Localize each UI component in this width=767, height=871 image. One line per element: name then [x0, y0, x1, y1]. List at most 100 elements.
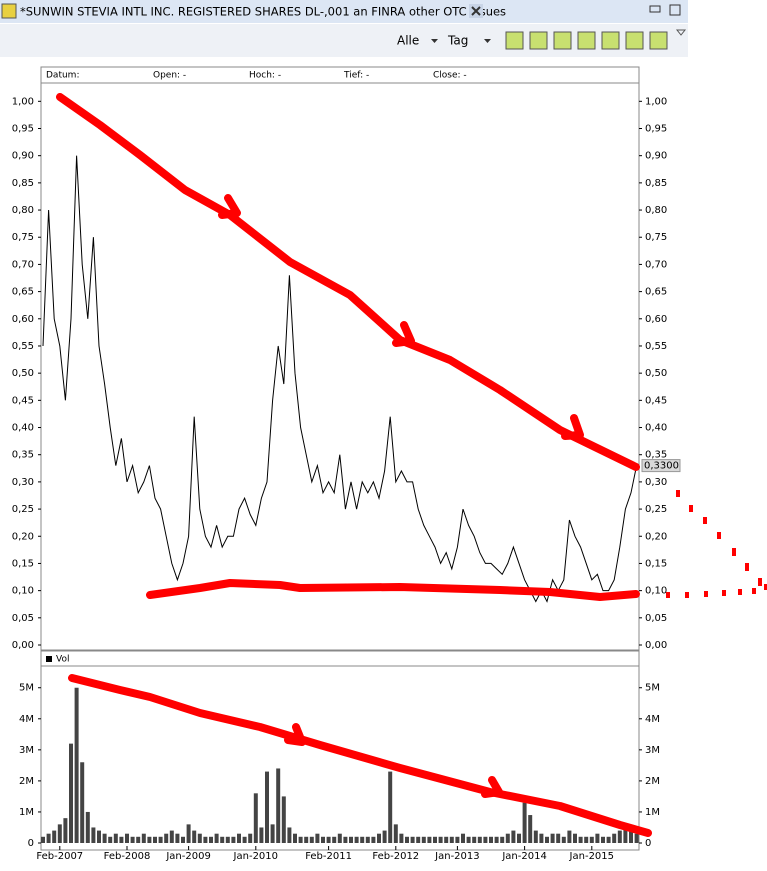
- volume-bar: [304, 836, 309, 843]
- volume-bar: [74, 687, 79, 843]
- y-tick-label: 0,85: [12, 178, 34, 189]
- dropdown-arrow[interactable]: [484, 39, 491, 43]
- y-tick-label: 0,60: [12, 314, 34, 325]
- volume-bar: [371, 836, 376, 843]
- volume-bar: [248, 833, 253, 843]
- minimize[interactable]: [649, 5, 661, 13]
- volume-bar: [539, 833, 544, 843]
- close-tab[interactable]: [469, 4, 483, 18]
- y-tick-label-right: 0: [645, 838, 651, 849]
- volume-bar: [416, 836, 421, 843]
- legend-label: Vol: [56, 655, 69, 665]
- y-tick-label-right: 0,40: [645, 423, 667, 434]
- y-tick-label: 0: [28, 838, 34, 849]
- y-tick-label-right: 0,85: [645, 178, 667, 189]
- y-tick-label: 0,70: [12, 259, 34, 270]
- volume-bar: [141, 833, 146, 843]
- y-tick-label: 0,20: [12, 531, 34, 542]
- y-tick-label-right: 0,20: [645, 531, 667, 542]
- toolbar: [0, 24, 688, 57]
- period-dropdown[interactable]: Alle: [397, 34, 419, 48]
- volume-bar: [466, 836, 471, 843]
- y-tick-label-right: 0,80: [645, 205, 667, 216]
- info-label: Hoch: -: [249, 71, 281, 81]
- volume-bar: [158, 836, 163, 843]
- volume-bar: [242, 836, 247, 843]
- y-tick-label: 1,00: [12, 96, 34, 107]
- x-tick-label: Feb-2012: [372, 851, 419, 862]
- y-tick-label-right: 1M: [645, 807, 660, 818]
- volume-bar: [427, 836, 432, 843]
- toolbar-buttons[interactable]: [505, 31, 668, 50]
- volume-bar: [276, 768, 281, 843]
- volume-bar: [130, 836, 135, 843]
- volume-bar: [589, 836, 594, 843]
- volume-bar: [505, 833, 510, 843]
- volume-bar: [421, 836, 426, 843]
- y-tick-label: 2M: [19, 776, 34, 787]
- y-tick-label-right: 0,45: [645, 395, 667, 406]
- interval-dropdown[interactable]: Tag: [447, 34, 468, 48]
- volume-bar: [91, 827, 96, 843]
- volume-bar: [259, 827, 264, 843]
- y-tick-label: 0,10: [12, 586, 34, 597]
- volume-bar: [119, 836, 124, 843]
- volume-bar: [388, 771, 393, 843]
- maximize[interactable]: [669, 4, 681, 16]
- volume-bar: [522, 802, 527, 843]
- volume-bar: [433, 836, 437, 843]
- app-icon: [1, 3, 17, 19]
- volume-bar: [343, 836, 348, 843]
- volume-bar: [337, 833, 342, 843]
- y-tick-label-right: 0,65: [645, 287, 667, 298]
- volume-bar: [578, 836, 583, 843]
- y-tick-label: 0,95: [12, 123, 34, 134]
- volume-bar: [550, 833, 555, 843]
- x-tick-label: Jan-2014: [501, 851, 546, 862]
- volume-bar: [629, 830, 633, 843]
- volume-bar: [136, 836, 141, 843]
- volume-bar: [561, 836, 566, 843]
- volume-bar: [545, 836, 549, 843]
- volume-bar: [617, 830, 622, 843]
- volume-bar: [595, 833, 600, 843]
- y-tick-label-right: 0,55: [645, 341, 667, 352]
- volume-bar: [567, 830, 572, 843]
- menu-arrow[interactable]: [675, 29, 687, 36]
- volume-bar: [399, 833, 404, 843]
- y-tick-label-right: 2M: [645, 776, 660, 787]
- y-tick-label-right: 1,00: [645, 96, 667, 107]
- dropdown-arrow[interactable]: [431, 39, 438, 43]
- volume-bar: [220, 836, 225, 843]
- y-tick-label: 0,55: [12, 341, 34, 352]
- volume-bar: [377, 833, 381, 843]
- volume-bar: [265, 771, 269, 843]
- y-tick-label: 0,30: [12, 477, 34, 488]
- volume-bar: [410, 836, 415, 843]
- volume-bar: [253, 793, 258, 843]
- y-tick-label: 0,05: [12, 613, 34, 624]
- volume-bar: [181, 836, 185, 843]
- volume-bar: [477, 836, 482, 843]
- y-tick-label: 0,45: [12, 395, 34, 406]
- volume-bar: [606, 836, 611, 843]
- y-tick-label: 0,15: [12, 558, 34, 569]
- volume-bar: [494, 836, 499, 843]
- volume-bar: [438, 836, 443, 843]
- volume-bar: [169, 830, 174, 843]
- y-tick-label-right: 0,50: [645, 368, 667, 379]
- volume-bar: [270, 824, 275, 843]
- volume-bar: [85, 811, 90, 843]
- volume-bar: [360, 836, 365, 843]
- volume-bar: [231, 836, 236, 843]
- x-tick-label: Jan-2009: [165, 851, 210, 862]
- volume-bar: [405, 836, 409, 843]
- volume-bar: [80, 762, 85, 843]
- volume-bar: [517, 833, 521, 843]
- y-tick-label-right: 0,70: [645, 259, 667, 270]
- y-tick-label: 0,50: [12, 368, 34, 379]
- y-tick-label: 0,80: [12, 205, 34, 216]
- volume-bar: [556, 833, 561, 843]
- y-tick-label-right: 4M: [645, 714, 660, 725]
- y-tick-label: 0,90: [12, 151, 34, 162]
